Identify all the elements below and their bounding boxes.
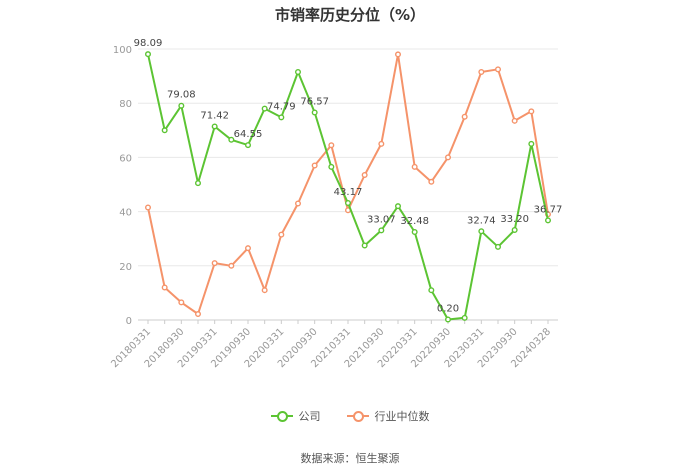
series-1-point-9 (295, 200, 302, 207)
series-0-point-23 (528, 140, 535, 147)
data-label-0-2: 79.08 (167, 90, 196, 101)
y-tick-label-80: 80 (119, 99, 132, 110)
series-1-point-5 (228, 262, 235, 269)
series-1-point-14 (378, 140, 385, 147)
y-tick-label-20: 20 (119, 262, 132, 273)
data-label-0-22: 33.20 (500, 214, 529, 225)
series-1-point-10 (311, 162, 318, 169)
series-0-point-5 (228, 136, 235, 143)
series-0-point-11 (328, 163, 335, 170)
series-1-point-15 (395, 51, 402, 58)
legend-item-1[interactable]: 行业中位数 (346, 408, 430, 424)
series-0-point-12 (345, 200, 352, 207)
legend-swatch-icon (346, 411, 369, 422)
grid-layer (138, 48, 558, 321)
y-tick-label-40: 40 (119, 208, 132, 219)
series-1-point-22 (511, 117, 518, 124)
data-label-0-12: 43.17 (334, 187, 363, 198)
series-1-point-7 (261, 287, 268, 294)
series-layer (144, 51, 552, 323)
legend-swatch-icon (270, 411, 293, 422)
legend-label: 公司 (298, 410, 321, 423)
data-label-0-0: 98.09 (134, 38, 163, 49)
series-1-point-16 (411, 163, 418, 170)
series-0-point-20 (478, 228, 485, 235)
series-0-point-17 (428, 287, 435, 294)
series-1-point-2 (178, 299, 185, 306)
y-tick-label-0: 0 (126, 316, 132, 327)
legend-label: 行业中位数 (374, 410, 430, 423)
series-0-point-24 (545, 217, 552, 224)
series-0-point-10 (311, 109, 318, 116)
label-layer: 98.09 79.08 71.42 64.55 74.79 76.57 43.17 33.07… (134, 38, 563, 314)
series-1-point-6 (244, 245, 251, 252)
series-0-point-1 (161, 127, 168, 134)
series-0-point-22 (511, 227, 518, 234)
series-1-point-23 (528, 108, 535, 115)
series-1-point-19 (461, 113, 468, 120)
y-tick-label-100: 100 (113, 45, 132, 56)
series-0-point-2 (178, 102, 185, 109)
series-1-point-20 (478, 69, 485, 76)
series-1-point-17 (428, 178, 435, 185)
legend-item-0[interactable]: 公司 (270, 408, 321, 424)
series-0-point-18 (445, 316, 452, 323)
series-1-point-0 (144, 204, 151, 211)
series-0-point-21 (495, 243, 502, 250)
data-label-0-24: 36.77 (534, 204, 563, 215)
series-0-point-4 (211, 123, 218, 130)
data-label-0-20: 32.74 (467, 215, 496, 226)
series-0-point-19 (461, 314, 468, 321)
series-1-point-3 (194, 311, 201, 318)
series-1-point-8 (278, 231, 285, 238)
data-label-0-8: 74.79 (267, 101, 296, 112)
series-1-point-13 (361, 172, 368, 179)
data-label-0-18: 0.20 (437, 303, 459, 314)
legend: 公司 行业中位数 (0, 408, 700, 424)
series-0-point-9 (295, 69, 302, 76)
series-0-point-3 (194, 180, 201, 187)
series-0-point-6 (244, 142, 251, 149)
data-label-0-4: 71.42 (200, 110, 229, 121)
series-0-point-7 (261, 105, 268, 112)
data-label-0-14: 33.07 (367, 214, 396, 225)
series-0-point-8 (278, 114, 285, 121)
series-1-point-18 (445, 154, 452, 161)
series-0-point-15 (395, 203, 402, 210)
source-text: 数据来源：恒生聚源 (300, 452, 400, 465)
series-1-point-1 (161, 284, 168, 291)
series-line-1 (147, 53, 549, 315)
y-tick-label-60: 60 (119, 153, 132, 164)
series-1-point-11 (328, 142, 335, 149)
data-label-0-6: 64.55 (234, 129, 263, 140)
series-0-point-16 (411, 228, 418, 235)
series-1-point-4 (211, 260, 218, 267)
series-0-point-14 (378, 227, 385, 234)
series-0-point-13 (361, 242, 368, 249)
data-label-0-10: 76.57 (300, 96, 329, 107)
series-1-point-21 (495, 66, 502, 73)
data-label-0-16: 32.48 (400, 216, 429, 227)
series-0-point-0 (144, 51, 151, 58)
chart-title: 市销率历史分位（%） (274, 6, 426, 24)
